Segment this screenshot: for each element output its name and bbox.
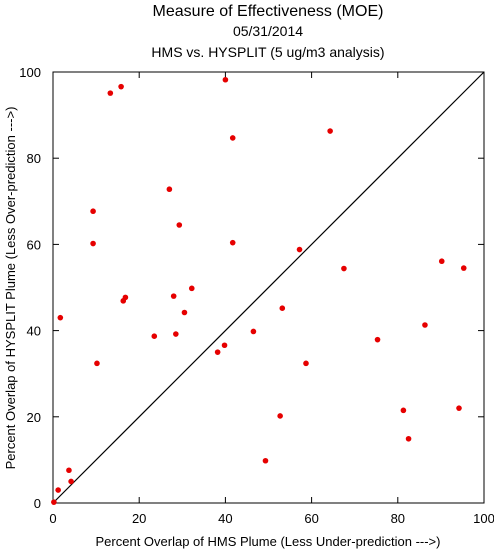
plot-area: 0 20 40 60 80 100 0 20 40 60 80 100 — [19, 65, 494, 526]
data-point — [57, 314, 64, 321]
data-point — [51, 499, 57, 505]
data-point — [94, 360, 100, 367]
data-point — [456, 405, 462, 411]
x-tick-label: 20 — [132, 511, 146, 526]
data-point — [405, 435, 412, 442]
data-point — [374, 336, 381, 343]
data-point — [151, 333, 158, 340]
data-point — [460, 265, 467, 271]
data-point — [229, 135, 236, 141]
data-point — [66, 467, 72, 474]
y-tick-label: 20 — [27, 410, 41, 425]
plot-frame — [52, 71, 485, 504]
chart-title: Measure of Effectiveness (MOE) — [153, 3, 384, 20]
x-tick-label: 0 — [49, 511, 56, 526]
data-point — [279, 305, 286, 311]
y-tick-label: 80 — [27, 151, 41, 166]
data-point — [262, 457, 269, 464]
data-point — [90, 240, 96, 247]
y-tick-label: 100 — [19, 65, 41, 80]
data-point — [229, 239, 236, 246]
data-point — [55, 487, 61, 493]
data-point — [166, 186, 173, 193]
data-point — [118, 83, 124, 90]
data-point — [68, 478, 74, 485]
data-point — [173, 331, 179, 337]
x-tick-label: 80 — [391, 511, 405, 526]
data-point — [303, 360, 309, 367]
y-tick-label: 40 — [27, 324, 41, 339]
data-point — [214, 349, 221, 355]
data-point — [296, 246, 303, 253]
x-axis-label: Percent Overlap of HMS Plume (Less Under… — [96, 534, 441, 549]
data-point — [327, 128, 333, 134]
data-point — [107, 90, 114, 96]
data-point — [400, 407, 407, 414]
x-tick-label: 40 — [218, 511, 232, 526]
data-point — [176, 222, 183, 228]
chart-subtitle: HMS vs. HYSPLIT (5 ug/m3 analysis) — [151, 44, 384, 60]
y-tick-label: 0 — [34, 496, 41, 511]
data-point — [221, 342, 228, 349]
y-axis-label: Percent Overlap of HYSPLIT Plume (Less O… — [3, 107, 18, 470]
diagonal-reference-line — [52, 71, 485, 504]
data-point — [250, 328, 257, 335]
data-point — [422, 322, 428, 328]
x-tick-label: 100 — [473, 511, 494, 526]
x-tick-label: 60 — [304, 511, 318, 526]
data-point — [188, 285, 195, 292]
chart-date: 05/31/2014 — [233, 23, 303, 39]
data-point — [341, 265, 347, 272]
data-point — [181, 309, 188, 316]
data-point — [438, 258, 445, 265]
data-point — [122, 294, 129, 301]
data-point — [222, 76, 229, 83]
data-point — [170, 293, 177, 299]
y-tick-label: 60 — [27, 237, 41, 252]
data-point — [277, 413, 283, 419]
data-point — [90, 208, 96, 215]
